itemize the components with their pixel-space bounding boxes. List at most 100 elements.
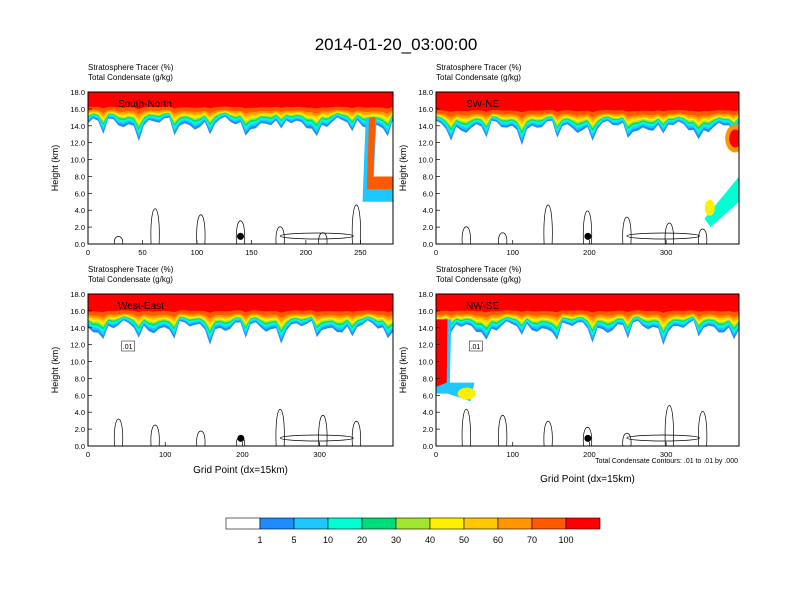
condensate-contour-1: [498, 414, 508, 446]
colorbar-box-6: [429, 517, 465, 530]
x-tick-label: 200: [583, 248, 596, 257]
y-tick-label: 16.0: [418, 307, 433, 316]
contour-label: .01: [123, 344, 133, 351]
y-tick-label: 2.0: [75, 425, 85, 434]
panel-header-condensate: Total Condensate (g/kg): [436, 275, 521, 284]
x-tick-label: 200: [236, 450, 249, 459]
y-tick-label: 10.0: [418, 156, 433, 165]
condensate-contour-6: [698, 228, 708, 244]
panel-west-east: Stratosphere Tracer (%)Total Condensate …: [50, 265, 394, 476]
plot-frame: [435, 293, 740, 447]
y-tick-label: 8.0: [75, 374, 85, 383]
y-tick-label: 4.0: [75, 206, 85, 215]
panels: Stratosphere Tracer (%)Total Condensate …: [50, 63, 740, 485]
colorbar-label: 30: [391, 535, 401, 545]
y-tick-label: 10.0: [70, 156, 85, 165]
plot-frame: [87, 91, 394, 245]
location-marker: [237, 232, 244, 240]
condensate-contour-0: [114, 236, 123, 244]
condensate-contour-5: [664, 222, 674, 244]
condensate-contours: [461, 405, 708, 446]
colorbar-label: 10: [323, 535, 333, 545]
location-marker: [584, 434, 592, 442]
x-tick-label: 200: [300, 248, 313, 257]
condensate-contour-5: [664, 405, 674, 446]
panel-label: West-East: [118, 301, 164, 312]
panel-nw-se: Stratosphere Tracer (%)Total Condensate …: [398, 265, 740, 485]
x-tick-label: 300: [660, 450, 673, 459]
plot-frame: [435, 91, 740, 245]
colorbar: 1 5 10 20 30 40 50 60 70 100: [225, 517, 601, 545]
tracer-field: [436, 294, 739, 446]
y-tick-label: 10.0: [70, 358, 85, 367]
panel-south-north: Stratosphere Tracer (%)Total Condensate …: [50, 63, 394, 257]
colorbar-box-5: [395, 517, 431, 530]
condensate-contour-1: [498, 232, 508, 244]
y-tick-label: 8.0: [423, 172, 433, 181]
y-tick-label: 4.0: [423, 408, 433, 417]
colorbar-box-3: [327, 517, 363, 530]
condensate-contour-0: [113, 418, 124, 446]
x-tick-label: 0: [86, 450, 90, 459]
condensate-contour-4: [622, 432, 632, 446]
colorbar-box-4: [361, 517, 397, 530]
tracer-band-9: [436, 294, 739, 313]
tracer-band-9: [88, 92, 393, 109]
y-tick-label: 8.0: [75, 172, 85, 181]
condensate-contour-6: [698, 411, 708, 446]
condensate-contour-3: [235, 220, 246, 244]
condensate-contour-3: [583, 426, 592, 446]
condensate-contour-6: [351, 204, 361, 244]
tracer-band-9: [88, 294, 393, 313]
figure-title: 2014-01-20_03:00:00: [315, 35, 478, 54]
y-tick-label: 12.0: [418, 139, 433, 148]
panel-label: NW-SE: [466, 301, 499, 312]
colorbar-box-10: [565, 517, 601, 530]
colorbar-box-7: [463, 517, 499, 530]
condensate-contour-2: [543, 204, 553, 244]
condensate-contour-0: [461, 409, 471, 446]
panel-label: South-North: [118, 99, 172, 110]
tracer-field: [88, 294, 393, 446]
y-tick-label: 6.0: [75, 391, 85, 400]
x-tick-label: 100: [506, 248, 519, 257]
panel-header-tracer: Stratosphere Tracer (%): [436, 63, 522, 72]
x-tick-label: 100: [159, 450, 172, 459]
panel-header-tracer: Stratosphere Tracer (%): [88, 63, 174, 72]
y-tick-label: 14.0: [418, 324, 433, 333]
condensate-contour-2: [543, 421, 553, 446]
y-tick-label: 6.0: [423, 189, 433, 198]
y-tick-label: 16.0: [70, 307, 85, 316]
y-axis-label: Height (km): [50, 347, 60, 394]
y-tick-label: 2.0: [423, 223, 433, 232]
colorbar-label: 70: [527, 535, 537, 545]
y-tick-label: 14.0: [70, 122, 85, 131]
x-tick-label: 0: [86, 248, 90, 257]
panel-header-tracer: Stratosphere Tracer (%): [88, 265, 174, 274]
tracer-field: [88, 92, 393, 244]
colorbar-label: 5: [291, 535, 296, 545]
contour-label: .01: [471, 344, 481, 351]
tracer-intrusion-tip: [457, 387, 476, 400]
y-tick-label: 2.0: [75, 223, 85, 232]
condensate-contour-1: [150, 208, 160, 244]
y-axis-label: Height (km): [398, 347, 408, 394]
location-marker: [584, 232, 592, 240]
panel-header-condensate: Total Condensate (g/kg): [88, 275, 173, 284]
y-tick-label: 16.0: [70, 105, 85, 114]
y-tick-label: 4.0: [423, 206, 433, 215]
x-tick-label: 50: [138, 248, 146, 257]
condensate-contours: [114, 204, 361, 244]
tracer-field: [436, 92, 739, 244]
condensate-contour-low: [626, 434, 700, 442]
y-tick-label: 18.0: [70, 88, 85, 97]
condensate-contours: [461, 204, 708, 244]
y-tick-label: 18.0: [418, 290, 433, 299]
y-tick-label: 14.0: [70, 324, 85, 333]
condensate-contours: [113, 409, 361, 446]
colorbar-box-9: [531, 517, 567, 530]
condensate-contour-6: [351, 421, 361, 446]
x-tick-label: 100: [191, 248, 204, 257]
x-tick-label: 300: [660, 248, 673, 257]
y-tick-label: 6.0: [423, 391, 433, 400]
